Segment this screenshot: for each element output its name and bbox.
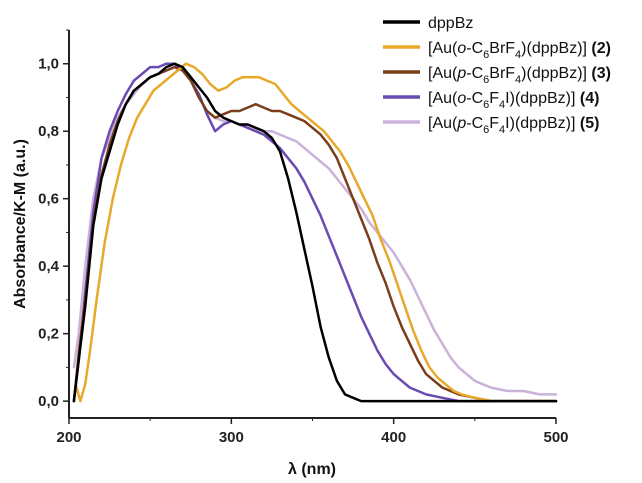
y-ticks: 0,0 0,2 0,4 0,6 0,8 1,0 — [38, 29, 69, 410]
series-line-4 — [72, 65, 558, 396]
legend-label-3: [Au(o-C6F4I)(dppBz)] (4) — [428, 90, 599, 111]
legend-label-4: [Au(p-C6F4I)(dppBz)] (5) — [428, 115, 599, 136]
y-tick-label: 0,6 — [38, 191, 59, 208]
legend-label-1: [Au(o-C6BrF4)(dppBz)] (2) — [428, 40, 611, 61]
x-tick-label: 300 — [219, 429, 244, 446]
y-axis-title: Absorbance/K-M (a.u.) — [12, 139, 29, 309]
y-tick-label: 0,2 — [38, 326, 59, 343]
x-tick-label: 400 — [381, 429, 406, 446]
series-line-3 — [72, 62, 558, 403]
x-ticks: 200 300 400 500 — [56, 418, 569, 446]
x-tick-label: 500 — [543, 429, 568, 446]
legend: dppBz [Au(o-C6BrF4)(dppBz)] (2) [Au(p-C6Br… — [383, 15, 611, 136]
series-line-2 — [72, 65, 558, 403]
plot-lines — [72, 62, 558, 403]
series-line-1 — [74, 62, 558, 403]
legend-label-0: dppBz — [428, 15, 473, 32]
legend-label-2: [Au(p-C6BrF4)(dppBz)] (3) — [428, 65, 611, 86]
series-line-0 — [72, 62, 558, 403]
y-tick-label: 0,8 — [38, 123, 59, 140]
axes: 200 300 400 500 0,0 0,2 0,4 0,6 0,8 1,0 — [38, 29, 569, 446]
y-tick-label: 1,0 — [38, 56, 59, 73]
x-axis-title: λ (nm) — [288, 461, 336, 478]
x-tick-label: 200 — [56, 429, 81, 446]
y-tick-label: 0,0 — [38, 393, 59, 410]
y-tick-label: 0,4 — [38, 258, 60, 275]
